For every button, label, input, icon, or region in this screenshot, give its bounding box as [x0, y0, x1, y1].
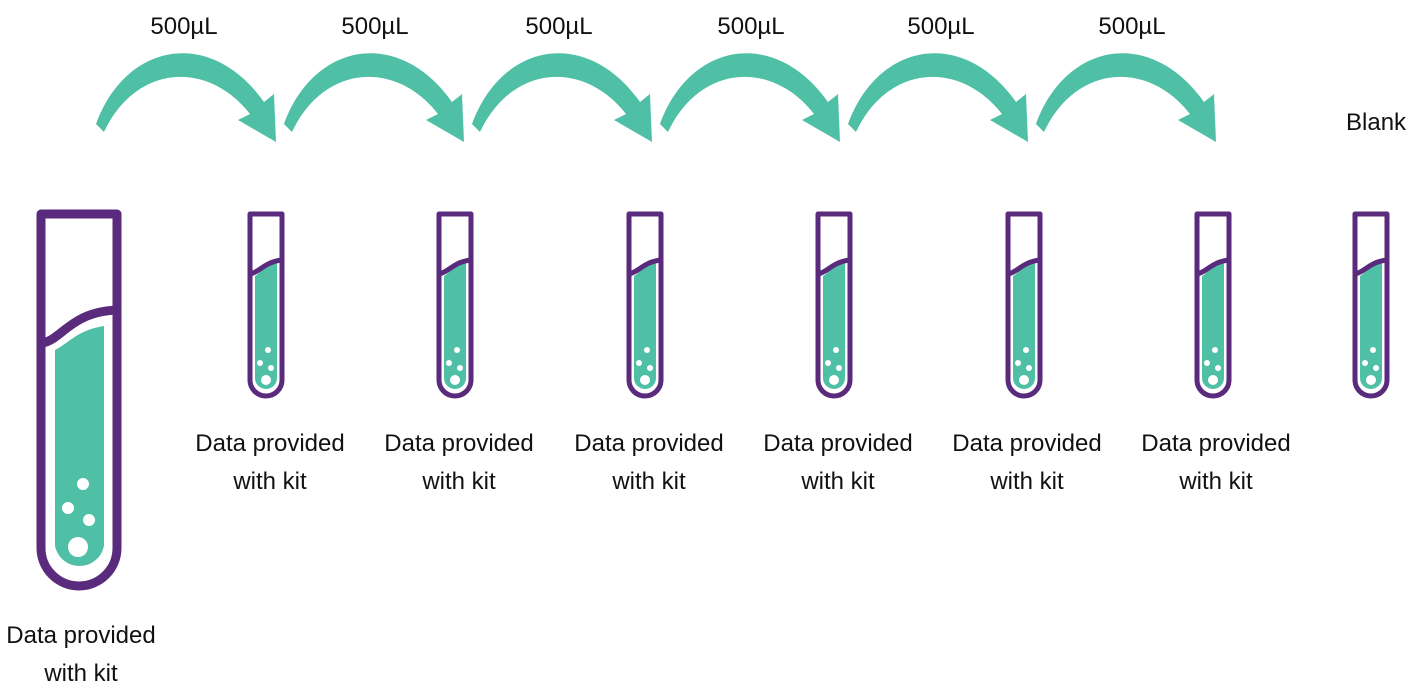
- dilution-tube-2-icon: [439, 214, 471, 396]
- dilution-tube-5-icon: [1008, 214, 1040, 396]
- transfer-volume-2: 500µL: [341, 13, 409, 40]
- dilution-tube-4-label: Data provided with kit: [763, 430, 913, 495]
- transfer-arrow-2-icon: [284, 53, 464, 142]
- dilution-tube-5-label: Data provided with kit: [952, 430, 1102, 495]
- transfer-arrow-4-icon: [660, 53, 840, 142]
- dilution-tube-3-label: Data provided with kit: [574, 430, 724, 495]
- dilution-tube-6-label: Data provided with kit: [1141, 430, 1291, 495]
- transfer-arrow-6-icon: [1036, 53, 1216, 142]
- transfer-arrow-5-icon: [848, 53, 1028, 142]
- stock-test-tube-icon: [36, 209, 122, 591]
- transfer-volume-3: 500µL: [525, 13, 593, 40]
- blank-tube-label: Blank: [1346, 109, 1407, 136]
- transfer-volume-4: 500µL: [717, 13, 785, 40]
- dilution-tube-3-icon: [629, 214, 661, 396]
- transfer-arrow-3-icon: [472, 53, 652, 142]
- dilution-tube-1-icon: [250, 214, 282, 396]
- dilution-tube-2-label: Data provided with kit: [384, 430, 534, 495]
- stock-tube-label: Data provided with kit: [6, 622, 156, 687]
- blank-tube-icon: [1355, 214, 1387, 396]
- dilution-tube-4-icon: [818, 214, 850, 396]
- transfer-volume-5: 500µL: [907, 13, 975, 40]
- transfer-volume-6: 500µL: [1098, 13, 1166, 40]
- transfer-volume-1: 500µL: [150, 13, 218, 40]
- dilution-tube-1-label: Data provided with kit: [195, 430, 345, 495]
- transfer-arrow-1-icon: [96, 53, 276, 142]
- dilution-tube-6-icon: [1197, 214, 1229, 396]
